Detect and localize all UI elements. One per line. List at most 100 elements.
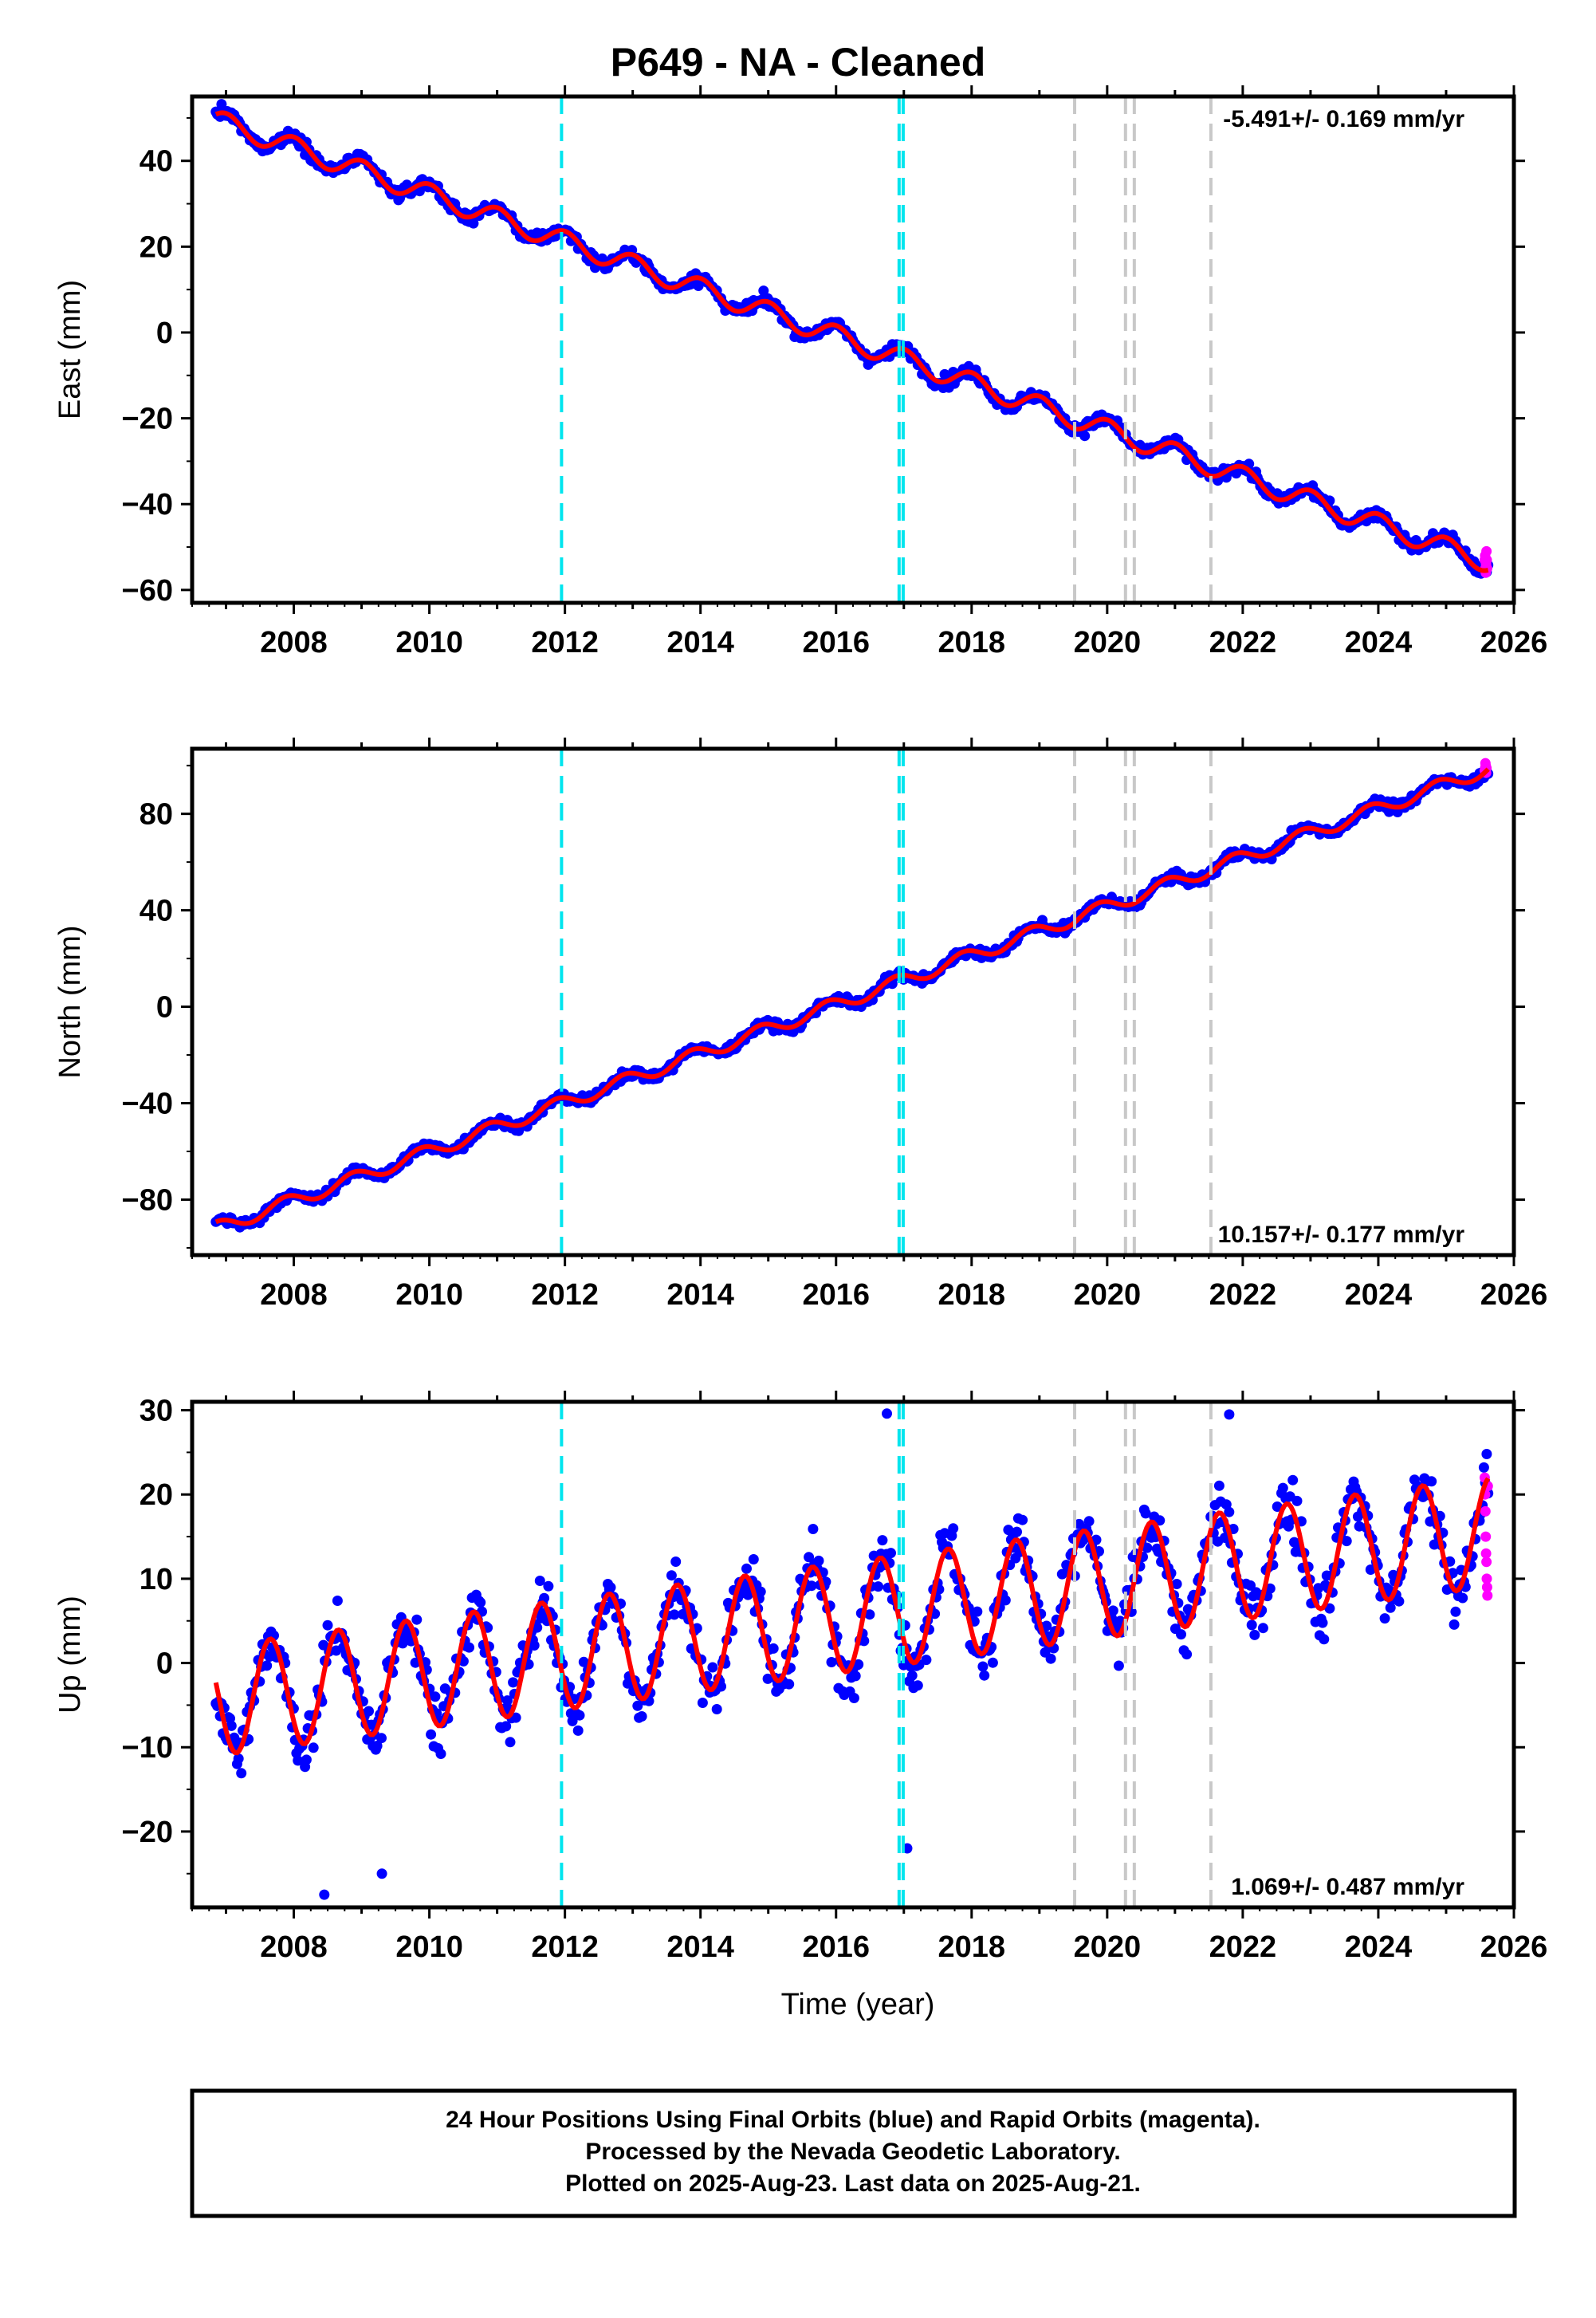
final-orbit-point	[319, 1889, 330, 1900]
rate-label: 10.157+/- 0.177 mm/yr	[1218, 1222, 1465, 1248]
panels: 2008 2010 2012 2014 2016 2018 2020 2022 2024 2026…	[53, 85, 1547, 1964]
final-orbit-point	[508, 1677, 519, 1688]
x-tick-label: 2018	[938, 1278, 1006, 1312]
final-orbit-point	[987, 1657, 998, 1668]
final-orbit-point	[364, 1706, 374, 1717]
y-tick-label: 0	[156, 1647, 173, 1681]
final-orbit-point	[873, 1581, 884, 1592]
final-orbit-point	[1017, 1514, 1028, 1525]
y-tick-label: 10	[140, 1563, 173, 1596]
x-tick-label: 2020	[1074, 626, 1142, 659]
final-orbit-point	[1113, 1660, 1124, 1671]
x-tick-label: 2008	[260, 1930, 328, 1964]
final-orbit-point	[748, 1554, 759, 1564]
final-orbit-point	[1450, 1606, 1461, 1617]
final-orbit-point	[1249, 1629, 1260, 1640]
final-orbit-point	[1142, 1542, 1153, 1553]
y-tick-label: −20	[122, 1816, 173, 1849]
final-orbit-point	[707, 1662, 718, 1673]
final-orbit-point	[1478, 1462, 1489, 1473]
final-orbit-point	[906, 1670, 918, 1681]
final-orbit-point	[301, 1754, 312, 1765]
final-orbit-point	[1481, 1449, 1492, 1459]
rapid-orbit-point	[1481, 1573, 1492, 1584]
final-orbit-point	[293, 1755, 304, 1766]
rate-label: 1.069+/- 0.487 mm/yr	[1231, 1874, 1464, 1900]
final-orbit-point	[921, 1655, 932, 1666]
x-tick-label: 2024	[1345, 1278, 1413, 1312]
rapid-orbit-point	[1480, 1531, 1492, 1542]
final-orbit-point	[979, 1670, 990, 1681]
final-orbit-point	[977, 1661, 989, 1672]
rapid-orbit-point	[1481, 554, 1492, 565]
final-orbit-point	[886, 1548, 896, 1559]
final-orbit-point	[1041, 1620, 1052, 1631]
x-tick-label: 2014	[666, 1930, 734, 1964]
x-tick-label: 2008	[260, 626, 328, 659]
y-tick-label: 40	[140, 895, 173, 928]
y-tick-label: −40	[122, 1088, 173, 1121]
footer-box: 24 Hour Positions Using Final Orbits (bl…	[190, 2088, 1517, 2218]
final-orbit-point	[806, 1580, 817, 1592]
final-orbit-point	[972, 1606, 983, 1617]
figure-title: P649 - NA - Cleaned	[611, 40, 986, 85]
final-orbit-point	[1140, 1508, 1151, 1519]
footer-line-1: 24 Hour Positions Using Final Orbits (bl…	[446, 2107, 1260, 2133]
final-orbit-point	[216, 99, 227, 110]
rapid-orbit-point	[1480, 1505, 1491, 1517]
final-orbit-point	[534, 1576, 545, 1586]
rapid-orbit-point	[1480, 1548, 1492, 1559]
final-orbit-point	[716, 1681, 726, 1692]
y-axis-label: Up (mm)	[53, 1596, 87, 1714]
final-orbit-point	[1287, 1474, 1299, 1486]
final-orbit-point	[1394, 1596, 1405, 1607]
final-orbit-point	[1246, 1619, 1257, 1631]
final-orbit-point	[1045, 1653, 1056, 1664]
final-orbit-point	[510, 1712, 521, 1723]
final-orbit-point	[711, 1704, 722, 1714]
data-layer-east	[210, 99, 1494, 579]
rapid-orbit-point	[1481, 1556, 1492, 1568]
x-tick-label: 2026	[1480, 626, 1548, 659]
final-orbit-point	[322, 1619, 333, 1631]
model-fit-line	[213, 1477, 1491, 1756]
x-tick-label: 2016	[802, 1278, 870, 1312]
x-tick-label: 2024	[1345, 626, 1413, 659]
final-orbit-point	[572, 1725, 584, 1736]
final-orbit-point	[1213, 1480, 1225, 1491]
x-tick-label: 2024	[1345, 1930, 1413, 1964]
final-orbit-point	[505, 1737, 516, 1748]
final-orbit-point	[864, 1609, 875, 1620]
final-orbit-point	[532, 1622, 543, 1633]
panel-up: 2008 2010 2012 2014 2016 2018 2020 2022 2024 2026…	[53, 1391, 1547, 1964]
final-orbit-point	[1083, 1516, 1095, 1527]
footer-line-2: Processed by the Nevada Geodetic Laborat…	[585, 2139, 1120, 2165]
rate-label: -5.491+/- 0.169 mm/yr	[1223, 106, 1464, 132]
final-orbit-point	[464, 1642, 474, 1653]
final-orbit-point	[697, 1698, 708, 1708]
final-orbit-point	[755, 1586, 766, 1597]
final-orbit-point	[1457, 1592, 1468, 1604]
final-orbit-point	[1257, 1623, 1268, 1634]
final-orbit-point	[1012, 1526, 1022, 1537]
final-orbit-point	[426, 1729, 437, 1740]
x-tick-label: 2018	[938, 1930, 1006, 1964]
x-tick-label: 2012	[531, 1278, 599, 1312]
final-orbit-point	[636, 1711, 647, 1722]
final-orbit-point	[882, 1408, 893, 1419]
x-tick-label: 2026	[1480, 1930, 1548, 1964]
final-orbit-point	[332, 1596, 343, 1606]
x-tick-label: 2022	[1209, 1278, 1277, 1312]
y-tick-label: −80	[122, 1183, 173, 1217]
x-tick-label: 2012	[531, 626, 599, 659]
rapid-orbit-point	[1482, 1590, 1493, 1601]
y-tick-label: 20	[140, 230, 173, 264]
rapid-orbit-point	[1481, 1582, 1492, 1592]
model-fit-line	[214, 767, 1490, 1226]
final-orbit-point	[1000, 1595, 1011, 1606]
final-orbit-point	[768, 1643, 779, 1654]
x-axis-label: Time (year)	[781, 1988, 935, 2021]
final-orbit-point	[859, 1635, 870, 1647]
final-orbit-point	[1107, 1605, 1118, 1616]
